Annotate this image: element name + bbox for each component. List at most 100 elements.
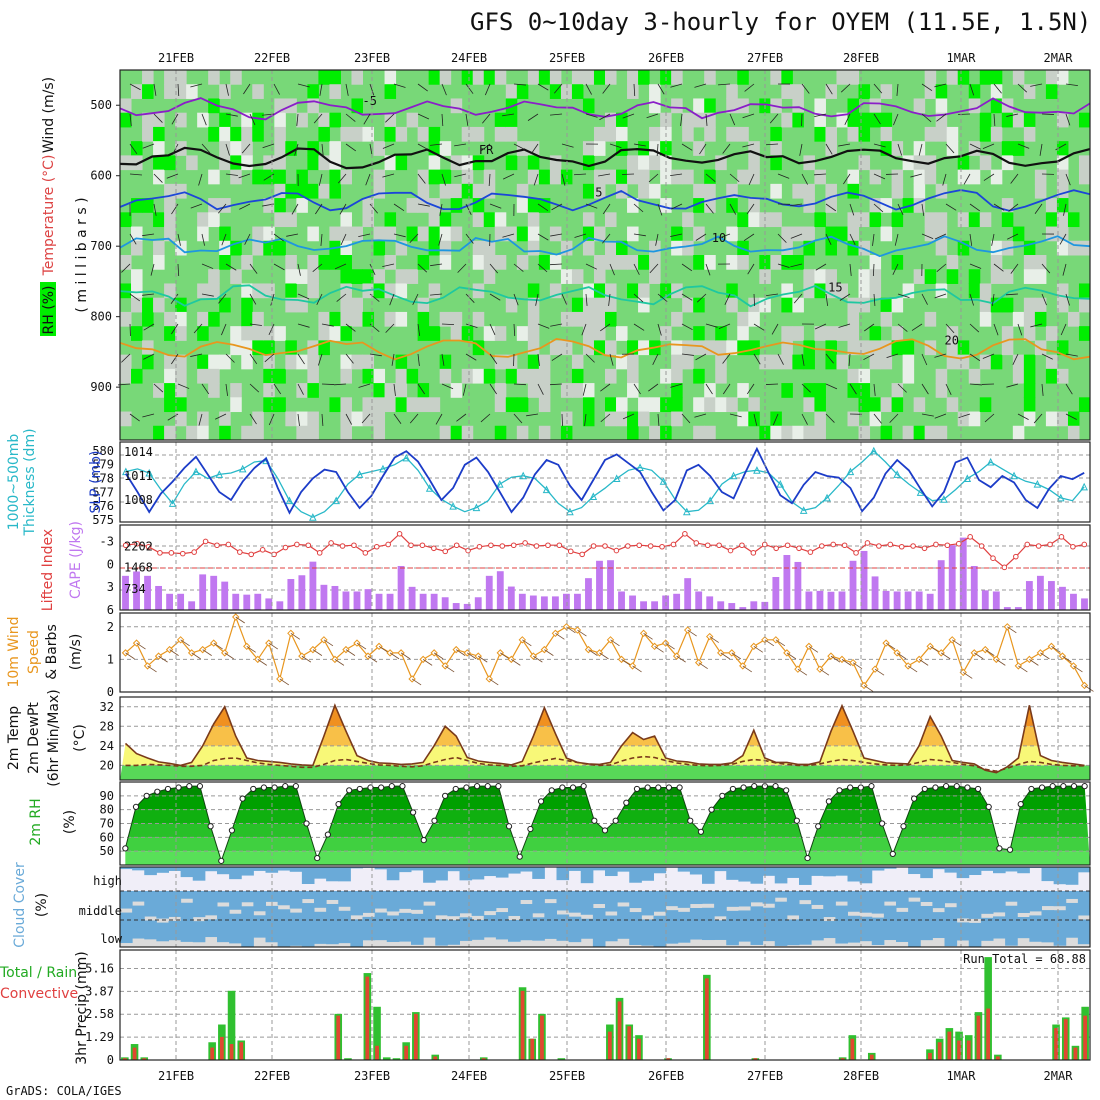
wind-barb: [777, 263, 790, 268]
cape-bar: [574, 593, 581, 610]
rh-cell: [693, 397, 705, 413]
cloud-low-cell: [702, 907, 715, 941]
rh-cell: [263, 368, 275, 384]
rh-cell: [803, 240, 815, 256]
thickness-point: [1080, 482, 1088, 491]
cloud-mid-cell: [1029, 891, 1042, 912]
rh-cell: [1045, 411, 1058, 427]
cloud-mid-cell: [556, 891, 570, 911]
cape-bar: [408, 586, 416, 610]
wind-barb: [849, 383, 857, 395]
wind-barb-10m: [356, 642, 367, 650]
rh-cell: [957, 411, 970, 427]
ytick-label: 0: [107, 1053, 114, 1067]
cape-bar: [1003, 607, 1011, 610]
cloud-low-cell: [605, 915, 618, 942]
wind-barb: [695, 353, 707, 361]
rh-cell: [1034, 183, 1047, 199]
li-point: [727, 547, 734, 554]
rh-cell: [593, 255, 606, 270]
rh-cell: [208, 311, 220, 327]
run-total-label: Run Total = 68.88: [963, 952, 1086, 966]
wind-barb: [358, 383, 371, 388]
precip-total-bar: [382, 1057, 391, 1060]
wind-speed-point: [772, 636, 780, 644]
rh-cell: [715, 354, 727, 370]
wind-barb: [456, 413, 467, 422]
wind-barb-10m: [665, 642, 675, 650]
li-point: [259, 547, 266, 553]
wind-barb: [814, 173, 827, 176]
cloud-mid-cell: [120, 891, 133, 909]
rh-cell: [660, 397, 672, 413]
wind-barb-10m: [466, 652, 477, 660]
wind-barb-10m: [334, 659, 345, 666]
wind-speed-point: [1047, 642, 1056, 651]
li-point: [716, 542, 722, 549]
rh-cell: [230, 169, 242, 185]
wind-barb: [772, 413, 779, 426]
rh-point: [484, 783, 491, 790]
rh-cell: [384, 84, 397, 99]
ytick-label: 575: [92, 513, 114, 527]
wind-barb: [249, 383, 260, 393]
rh-cell: [395, 269, 408, 284]
li-point: [933, 541, 939, 548]
rh-cell: [274, 240, 286, 256]
rh-cell: [935, 183, 948, 199]
rh-cell: [913, 198, 926, 213]
rh-cell: [704, 126, 716, 142]
rh-cell: [241, 297, 253, 313]
rh-cell: [395, 155, 408, 171]
rh-cell: [428, 397, 441, 413]
precip-rain-bar: [1073, 1047, 1078, 1060]
wind-barb: [297, 383, 304, 395]
rh-cell: [957, 340, 970, 356]
rh-cell: [869, 283, 882, 299]
thickness-point: [659, 477, 668, 485]
rh-cell: [880, 354, 893, 370]
wind-barb: [243, 83, 251, 95]
rh-cell: [660, 326, 672, 341]
rh-cell: [164, 198, 176, 213]
wind-barb: [969, 263, 982, 269]
rh-cell: [373, 169, 386, 185]
isotherm-line: [119, 337, 1091, 361]
cloud-high-cell: [677, 867, 691, 872]
rh-cell: [483, 269, 496, 284]
rh-cell: [671, 383, 683, 398]
rh-cell: [549, 226, 562, 242]
isotherm-label: 5: [595, 185, 602, 199]
rh-cell: [671, 340, 683, 356]
cape-bar: [419, 593, 427, 610]
rh-cell: [274, 155, 286, 171]
wind-barb: [957, 113, 971, 115]
wind-barb: [934, 413, 947, 419]
rh-cell: [935, 84, 948, 99]
rh-cell: [1056, 155, 1069, 171]
rh-cell: [549, 155, 562, 171]
wind-barb: [457, 263, 467, 273]
rh-cell: [847, 212, 860, 228]
rh-cell: [164, 326, 176, 341]
rh-cell: [395, 368, 408, 384]
ytick-label: 5.16: [85, 961, 114, 975]
rh-cell: [329, 255, 341, 270]
wind-barb: [480, 413, 491, 423]
rh-cell: [582, 226, 595, 242]
rh-cell: [968, 141, 981, 156]
rh-cell: [957, 212, 970, 228]
isotherm-label: 15: [828, 281, 842, 295]
cloud-mid-cell: [544, 891, 557, 900]
rh-cell: [891, 326, 904, 341]
rh-cell: [274, 326, 286, 341]
wind-barb: [840, 83, 851, 93]
wind-barb-10m: [643, 632, 653, 640]
wind-barb: [622, 113, 635, 119]
rh-cell: [439, 368, 452, 384]
rh-cell: [120, 255, 132, 270]
rh-cell: [516, 183, 529, 199]
cape-bar: [364, 589, 372, 610]
wind-speed-point: [562, 623, 571, 631]
rh-cell: [340, 255, 352, 270]
